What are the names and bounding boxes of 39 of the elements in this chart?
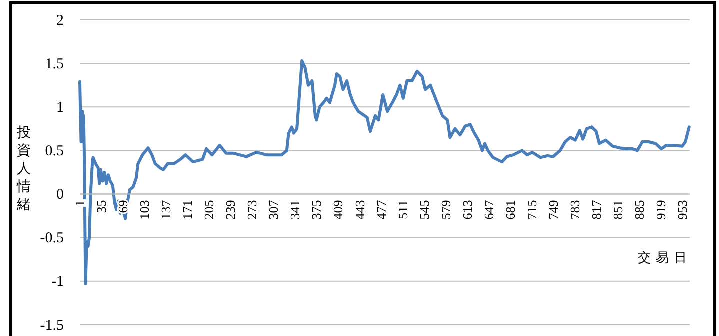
y-tick-label: 2 [56,12,64,29]
x-tick-label: 545 [416,200,432,220]
x-tick-label: 443 [352,200,368,220]
x-tick-label: 919 [653,200,668,220]
x-tick-label: 69 [116,200,131,214]
y-tick-label: 0.5 [45,144,64,160]
x-axis-title: 交易日 [638,250,692,265]
x-tick-label: 885 [632,200,647,220]
x-tick-label: 613 [460,200,475,220]
y-tick-label: 1 [56,100,64,116]
x-tick-label: 749 [546,200,561,220]
x-tick-label: 307 [266,200,282,220]
x-tick-label: 511 [395,200,410,220]
x-tick-label: 35 [94,200,110,214]
x-tick-label: 375 [309,200,324,220]
x-tick-label: 273 [244,200,260,220]
x-tick-label: 681 [502,200,518,220]
x-tick-label: 783 [567,200,582,220]
y-tick-label: 1.5 [45,56,64,72]
x-tick-label: 341 [288,200,303,220]
y-tick-label: 0 [56,187,64,204]
x-tick-label: 647 [481,200,496,220]
x-tick-label: 477 [374,200,389,220]
x-tick-label: 715 [524,200,540,220]
x-tick-label: 953 [674,200,690,220]
x-tick-label: 239 [223,200,238,220]
x-tick-label: 103 [137,200,152,220]
x-tick-label: 851 [610,200,626,220]
x-tick-label: 137 [158,200,174,220]
y-axis-title: 投資人情緒 [16,125,31,213]
x-tick-label: 1 [72,200,88,207]
x-tick-label: 205 [202,200,217,220]
x-tick-label: 171 [180,200,196,220]
x-tick-label: 579 [438,200,454,220]
x-tick-label: 817 [588,200,604,220]
x-tick-label: 409 [330,200,346,220]
y-tick-label: -1 [52,274,64,290]
y-tick-label: -0.5 [40,230,64,247]
y-tick-label: -1.5 [40,318,64,334]
